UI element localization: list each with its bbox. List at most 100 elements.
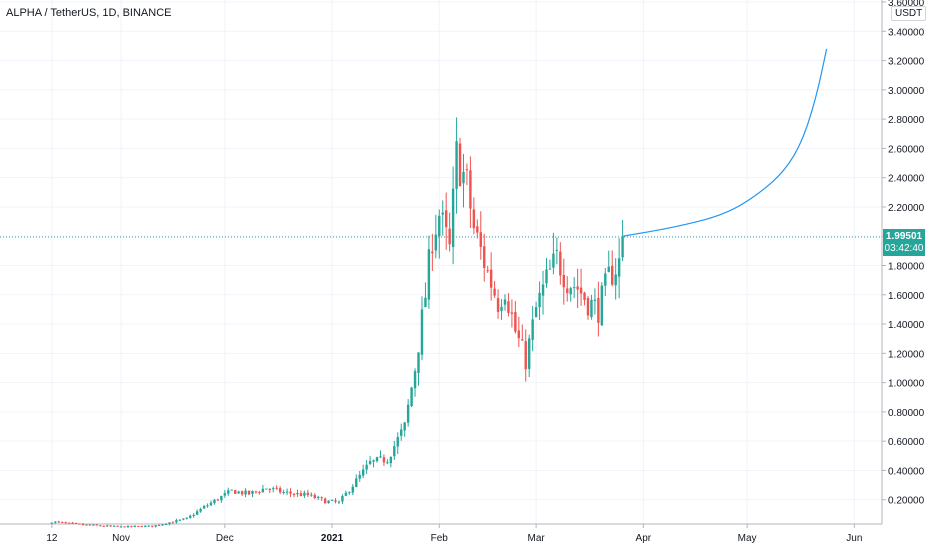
x-tick-label: Apr [636, 533, 652, 544]
y-tick-label: 2.40000 [888, 174, 925, 185]
candle-body [310, 494, 313, 496]
grid [0, 0, 882, 524]
candle-body [375, 457, 379, 462]
candle-body [441, 212, 444, 215]
candle-body [178, 519, 182, 521]
candle-body [465, 169, 469, 171]
candle-body [614, 274, 617, 286]
candle-body [189, 515, 192, 518]
candle-body [507, 301, 510, 313]
candle-body [175, 520, 178, 523]
candle-body [88, 524, 92, 526]
candle-body [317, 496, 320, 498]
candle-body [393, 446, 396, 457]
candle-body [223, 493, 227, 496]
candle-body [406, 404, 410, 423]
candle-body [126, 525, 130, 528]
x-tick-label: May [738, 533, 757, 544]
candle-body [54, 521, 57, 523]
candle-body [81, 524, 85, 526]
y-tick-label: 2.60000 [888, 144, 925, 155]
candle-body [123, 526, 126, 528]
y-tick-label: 3.20000 [888, 57, 925, 68]
candle-body [611, 265, 614, 285]
y-tick-label: 1.40000 [888, 320, 925, 331]
candle-body [237, 491, 240, 494]
candle-body [57, 521, 61, 523]
y-tick-label: 1.20000 [888, 349, 925, 360]
candle-body [202, 506, 206, 509]
candle-body [164, 523, 168, 525]
candle-body [476, 226, 479, 233]
candle-body [431, 251, 434, 254]
candle-body [410, 387, 413, 407]
candle-body [85, 524, 88, 526]
x-tick-label: Feb [431, 533, 449, 544]
candle-body [337, 501, 341, 503]
candle-body [382, 457, 386, 463]
symbol-title[interactable]: ALPHA / TetherUS, 1D, BINANCE [6, 7, 172, 19]
candle-body [220, 495, 223, 501]
x-tick-label: Mar [528, 533, 546, 544]
candle-body [365, 464, 368, 470]
candle-body [379, 456, 382, 458]
candle-body [355, 478, 358, 488]
candle-body [261, 488, 265, 493]
candle-body [195, 511, 199, 515]
candle-body [303, 492, 306, 496]
candle-body [590, 299, 593, 318]
candle-body [268, 489, 271, 491]
candle-body [320, 497, 323, 499]
candles [50, 117, 624, 528]
candle-body [527, 338, 531, 369]
candle-body [368, 461, 372, 465]
x-tick-label: Nov [112, 533, 130, 544]
candle-body [427, 249, 431, 300]
candle-body [434, 234, 438, 251]
candle-body [292, 494, 296, 496]
candle-body [372, 460, 375, 462]
candle-body [604, 273, 607, 286]
candle-body [486, 270, 489, 272]
candle-body [386, 462, 389, 464]
candle-body [469, 170, 472, 209]
candle-body [67, 522, 71, 524]
candle-body [451, 188, 455, 247]
candle-body [562, 274, 565, 288]
candle-body [258, 491, 261, 493]
unit-label[interactable]: USDT [891, 6, 927, 21]
candle-body [538, 292, 541, 308]
candle-body [109, 525, 112, 527]
candle-body [455, 141, 458, 189]
candle-body [227, 490, 230, 494]
candle-body [244, 490, 247, 495]
candle-body [112, 525, 116, 527]
candle-body [289, 491, 292, 494]
candle-body [597, 297, 600, 323]
candle-body [555, 249, 559, 251]
candle-body [489, 269, 493, 288]
y-tick-label: 1.80000 [888, 262, 925, 273]
candle-body [106, 525, 109, 527]
candle-body [313, 494, 316, 499]
candle-body [534, 307, 538, 317]
y-tick-label: 1.00000 [888, 379, 925, 390]
candle-body [206, 505, 209, 507]
candle-body [216, 499, 220, 501]
candle-body [458, 143, 462, 186]
candle-body [524, 341, 527, 370]
candle-body [168, 522, 171, 525]
candle-body [102, 525, 105, 527]
candle-body [185, 517, 188, 519]
candle-body [95, 524, 99, 526]
y-tick-label: 0.80000 [888, 408, 925, 419]
candle-body [233, 490, 237, 494]
candle-body [275, 487, 278, 489]
candle-body [438, 215, 441, 237]
candle-body [285, 491, 289, 493]
x-tick-label: 2021 [321, 533, 344, 544]
y-axis-labels: 0.20000 0.40000 0.60000 0.80000 1.00000 1.200… [888, 0, 925, 507]
candle-body [496, 298, 500, 312]
